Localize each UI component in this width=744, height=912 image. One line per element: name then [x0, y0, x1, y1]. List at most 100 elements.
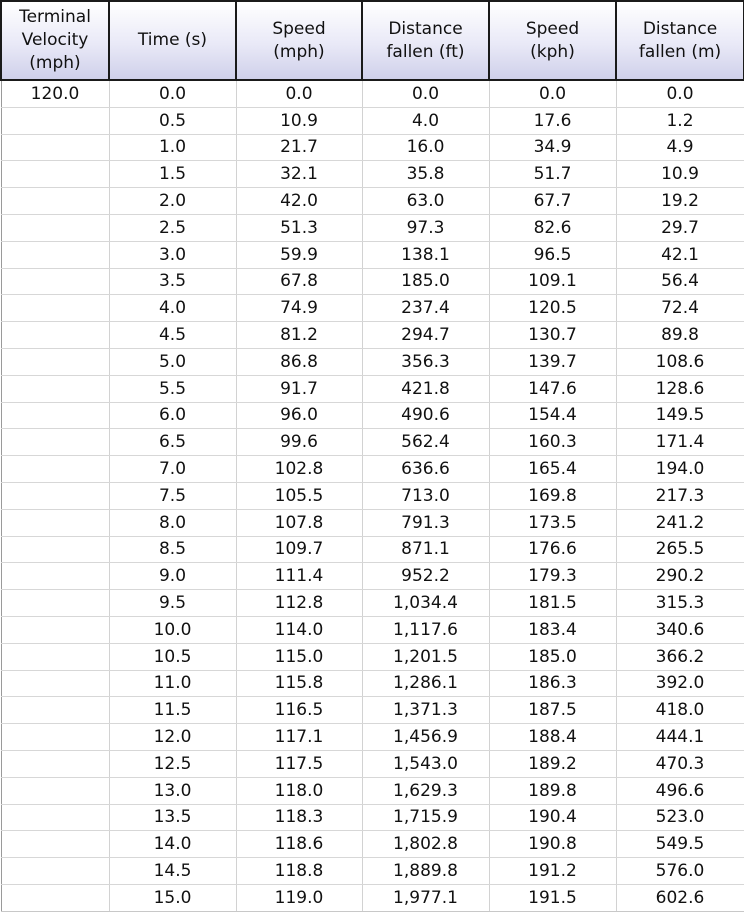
table-row: 5.5 91.7 421.8 147.6 128.6	[0, 375, 744, 403]
time-cell: 2.5	[108, 214, 237, 242]
distance-m-cell: 315.3	[615, 589, 744, 617]
speed-kph-cell: 51.7	[488, 160, 617, 189]
header-time: Time (s)	[108, 0, 237, 81]
time-cell: 14.0	[108, 830, 237, 859]
distance-m-cell: 72.4	[615, 294, 744, 323]
terminal-velocity-cell	[0, 562, 110, 591]
distance-ft-cell: 1,286.1	[361, 670, 490, 698]
speed-kph-cell: 139.7	[488, 348, 617, 376]
speed-kph-cell: 0.0	[488, 78, 617, 108]
table-row: 15.0 119.0 1,977.1 191.5 602.6	[0, 884, 744, 912]
speed-kph-cell: 130.7	[488, 321, 617, 349]
time-cell: 3.0	[108, 241, 237, 269]
distance-ft-cell: 1,889.8	[361, 857, 490, 885]
distance-m-cell: 1.2	[615, 107, 744, 135]
distance-m-cell: 290.2	[615, 562, 744, 591]
time-cell: 8.5	[108, 536, 237, 564]
time-cell: 2.0	[108, 187, 237, 215]
speed-mph-cell: 117.1	[235, 723, 363, 751]
table-body: 120.0 0.0 0.0 0.0 0.0 0.0 0.5 10.9 4.0 17.6 1.2 1.0…	[0, 78, 744, 912]
speed-kph-cell: 160.3	[488, 428, 617, 457]
time-cell: 1.5	[108, 160, 237, 189]
speed-mph-cell: 118.0	[235, 777, 363, 805]
time-cell: 6.0	[108, 402, 237, 430]
terminal-velocity-cell	[0, 160, 110, 189]
terminal-velocity-cell	[0, 723, 110, 751]
speed-kph-cell: 186.3	[488, 670, 617, 698]
terminal-velocity-cell	[0, 670, 110, 698]
distance-m-cell: 108.6	[615, 348, 744, 376]
time-cell: 3.5	[108, 268, 237, 296]
time-cell: 14.5	[108, 857, 237, 885]
table-row: 14.0 118.6 1,802.8 190.8 549.5	[0, 830, 744, 859]
distance-m-cell: 549.5	[615, 830, 744, 859]
table-row: 3.5 67.8 185.0 109.1 56.4	[0, 268, 744, 296]
distance-m-cell: 496.6	[615, 777, 744, 805]
distance-ft-cell: 1,117.6	[361, 616, 490, 644]
table-row: 11.5 116.5 1,371.3 187.5 418.0	[0, 696, 744, 725]
time-cell: 12.0	[108, 723, 237, 751]
terminal-velocity-cell	[0, 294, 110, 323]
speed-kph-cell: 188.4	[488, 723, 617, 751]
terminal-velocity-cell	[0, 589, 110, 617]
speed-mph-cell: 21.7	[235, 134, 363, 162]
distance-m-cell: 56.4	[615, 268, 744, 296]
table-row: 13.0 118.0 1,629.3 189.8 496.6	[0, 777, 744, 805]
distance-m-cell: 470.3	[615, 750, 744, 778]
speed-mph-cell: 51.3	[235, 214, 363, 242]
distance-m-cell: 194.0	[615, 455, 744, 483]
time-cell: 1.0	[108, 134, 237, 162]
table-row: 12.5 117.5 1,543.0 189.2 470.3	[0, 750, 744, 778]
table-row: 120.0 0.0 0.0 0.0 0.0 0.0	[0, 78, 744, 108]
terminal-velocity-cell	[0, 107, 110, 135]
distance-ft-cell: 35.8	[361, 160, 490, 189]
time-cell: 10.0	[108, 616, 237, 644]
speed-kph-cell: 173.5	[488, 509, 617, 537]
time-cell: 8.0	[108, 509, 237, 537]
terminal-velocity-cell	[0, 402, 110, 430]
speed-mph-cell: 42.0	[235, 187, 363, 215]
table-row: 7.0 102.8 636.6 165.4 194.0	[0, 455, 744, 483]
distance-ft-cell: 952.2	[361, 562, 490, 591]
speed-mph-cell: 32.1	[235, 160, 363, 189]
distance-m-cell: 392.0	[615, 670, 744, 698]
terminal-velocity-cell	[0, 428, 110, 457]
speed-kph-cell: 67.7	[488, 187, 617, 215]
time-cell: 7.5	[108, 482, 237, 510]
speed-kph-cell: 165.4	[488, 455, 617, 483]
distance-ft-cell: 185.0	[361, 268, 490, 296]
speed-mph-cell: 99.6	[235, 428, 363, 457]
table-row: 8.0 107.8 791.3 173.5 241.2	[0, 509, 744, 537]
speed-kph-cell: 82.6	[488, 214, 617, 242]
speed-mph-cell: 96.0	[235, 402, 363, 430]
table-row: 5.0 86.8 356.3 139.7 108.6	[0, 348, 744, 376]
terminal-velocity-cell	[0, 375, 110, 403]
table-row: 2.5 51.3 97.3 82.6 29.7	[0, 214, 744, 242]
speed-kph-cell: 109.1	[488, 268, 617, 296]
terminal-velocity-cell	[0, 321, 110, 349]
speed-mph-cell: 81.2	[235, 321, 363, 349]
table-row: 10.5 115.0 1,201.5 185.0 366.2	[0, 643, 744, 671]
distance-m-cell: 10.9	[615, 160, 744, 189]
speed-kph-cell: 34.9	[488, 134, 617, 162]
time-cell: 13.5	[108, 804, 237, 832]
terminal-velocity-cell	[0, 696, 110, 725]
time-cell: 6.5	[108, 428, 237, 457]
distance-m-cell: 149.5	[615, 402, 744, 430]
distance-ft-cell: 1,456.9	[361, 723, 490, 751]
speed-mph-cell: 118.6	[235, 830, 363, 859]
distance-m-cell: 19.2	[615, 187, 744, 215]
terminal-velocity-cell	[0, 348, 110, 376]
speed-mph-cell: 114.0	[235, 616, 363, 644]
distance-ft-cell: 1,802.8	[361, 830, 490, 859]
distance-ft-cell: 1,034.4	[361, 589, 490, 617]
distance-ft-cell: 237.4	[361, 294, 490, 323]
terminal-velocity-cell	[0, 830, 110, 859]
distance-ft-cell: 356.3	[361, 348, 490, 376]
speed-kph-cell: 189.2	[488, 750, 617, 778]
speed-mph-cell: 10.9	[235, 107, 363, 135]
speed-kph-cell: 154.4	[488, 402, 617, 430]
distance-m-cell: 0.0	[615, 78, 744, 108]
table-row: 4.0 74.9 237.4 120.5 72.4	[0, 294, 744, 323]
distance-ft-cell: 63.0	[361, 187, 490, 215]
